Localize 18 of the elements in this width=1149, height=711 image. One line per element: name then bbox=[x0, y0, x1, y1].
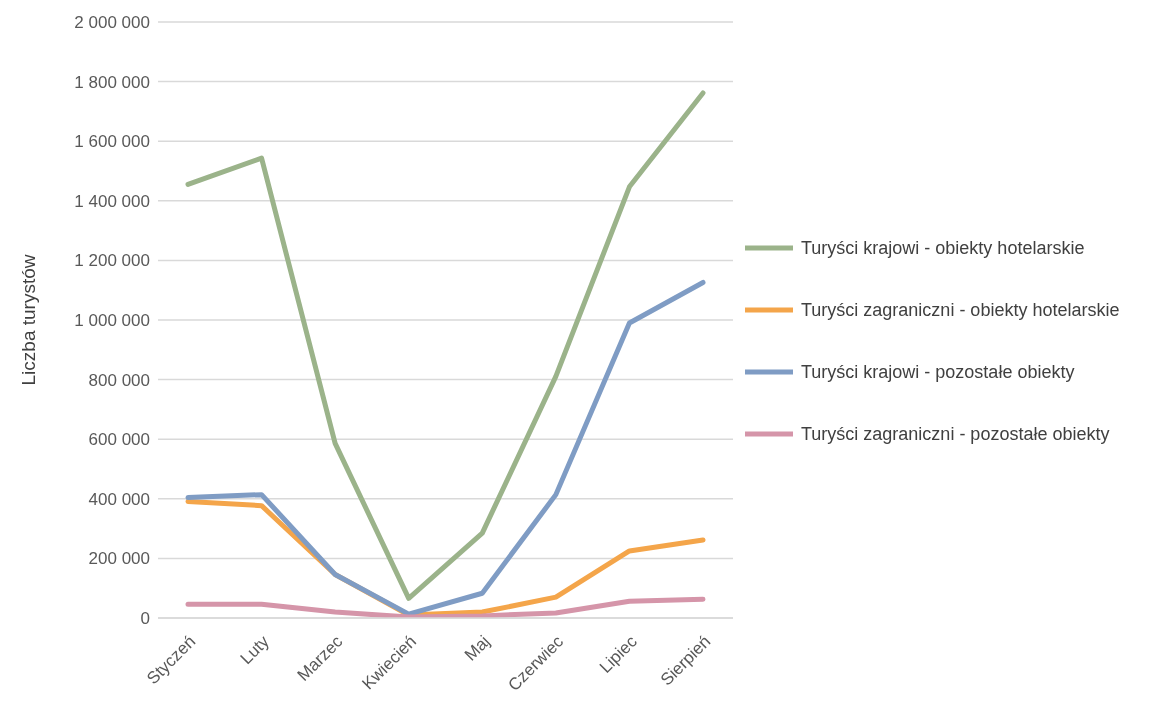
y-tick-label: 1 000 000 bbox=[74, 311, 150, 331]
y-tick-label: 1 600 000 bbox=[74, 132, 150, 152]
legend-label: Turyści krajowi - pozostałe obiekty bbox=[801, 361, 1075, 384]
y-tick-label: 400 000 bbox=[88, 489, 150, 509]
y-tick-label: 1 200 000 bbox=[74, 251, 150, 271]
y-tick-label: 600 000 bbox=[88, 430, 150, 450]
y-axis-title: Liczba turystów bbox=[17, 254, 39, 386]
legend-label: Turyści zagraniczni - obiekty hotelarskie bbox=[801, 299, 1120, 322]
y-tick-label: 1 400 000 bbox=[74, 191, 150, 211]
x-tick-label: Luty bbox=[236, 631, 274, 669]
legend-label: Turyści zagraniczni - pozostałe obiekty bbox=[801, 423, 1110, 446]
y-tick-label: 200 000 bbox=[88, 549, 150, 569]
legend-label: Turyści krajowi - obiekty hotelarskie bbox=[801, 237, 1085, 260]
y-tick-label: 0 bbox=[140, 609, 150, 629]
y-tick-label: 2 000 000 bbox=[74, 13, 150, 33]
y-tick-label: 1 800 000 bbox=[74, 72, 150, 92]
y-tick-label: 800 000 bbox=[88, 370, 150, 390]
x-tick-label: Maj bbox=[460, 631, 494, 665]
